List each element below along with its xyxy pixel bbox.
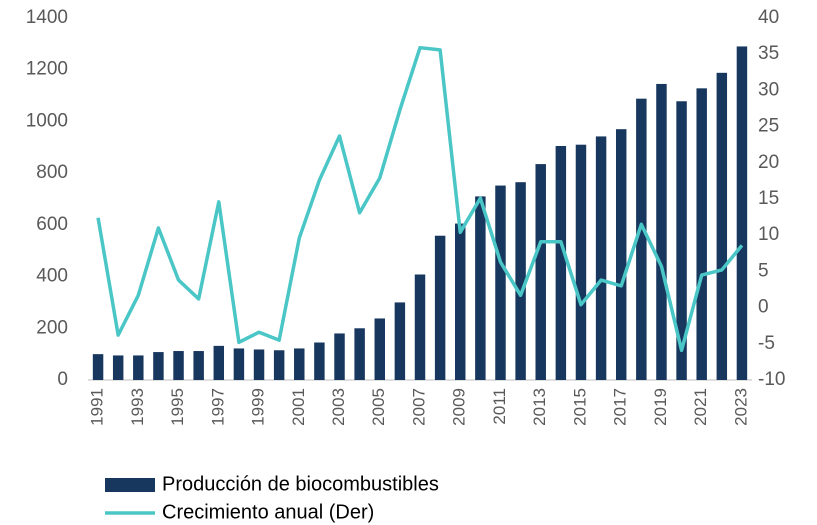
y2-tick-label: 15 — [758, 188, 779, 209]
legend-label: Producción de biocombustibles — [162, 473, 439, 495]
bar — [213, 345, 225, 380]
bar — [555, 145, 567, 380]
y2-tick-label: 0 — [758, 297, 769, 318]
x-tick-label: 2007 — [409, 388, 428, 426]
x-tick-label: 2011 — [490, 388, 509, 425]
legend-label: Crecimiento anual (Der) — [162, 501, 374, 523]
y-tick-label: 200 — [36, 317, 68, 338]
bar — [535, 164, 546, 380]
y2-tick-label: 30 — [758, 79, 779, 100]
x-tick-label: 2013 — [530, 388, 549, 426]
x-tick-label: 1997 — [208, 388, 227, 426]
y2-tick-label: 35 — [758, 43, 779, 64]
x-tick-label: 2015 — [570, 388, 589, 426]
y2-tick-label: 5 — [758, 260, 769, 281]
bar — [233, 348, 245, 380]
bar — [495, 185, 506, 380]
x-tick-label: 1991 — [88, 388, 107, 426]
bar — [273, 350, 285, 380]
bar — [414, 274, 426, 380]
x-tick-label: 2009 — [450, 388, 469, 426]
y-tick-label: 1000 — [26, 110, 68, 131]
bar — [475, 196, 486, 380]
bar — [294, 348, 305, 380]
bar — [736, 46, 748, 380]
bar — [575, 144, 587, 380]
bar — [153, 352, 164, 380]
y2-tick-label: 25 — [758, 116, 779, 137]
x-tick-label: 2021 — [691, 388, 710, 426]
y-tick-label: 0 — [57, 369, 68, 390]
bar — [676, 101, 687, 380]
bar — [173, 351, 184, 380]
bar — [354, 328, 365, 380]
y2-tick-label: -5 — [758, 333, 775, 354]
bar — [656, 83, 667, 380]
bar — [455, 223, 466, 380]
bar — [112, 355, 124, 380]
bar — [92, 354, 104, 380]
x-tick-label: 2017 — [611, 388, 630, 426]
bar — [334, 333, 345, 380]
x-tick-label: 2003 — [329, 388, 348, 426]
bar — [615, 129, 627, 380]
y2-tick-label: 40 — [758, 7, 779, 28]
bar — [636, 98, 647, 380]
y2-tick-label: -10 — [758, 369, 785, 390]
x-tick-label: 1993 — [128, 388, 147, 426]
y-tick-label: 800 — [36, 162, 68, 183]
x-tick-label: 2023 — [731, 388, 750, 426]
bar — [374, 318, 385, 380]
y-tick-label: 1200 — [26, 59, 68, 80]
bar — [394, 302, 406, 380]
legend-swatch — [105, 478, 155, 492]
y-tick-label: 1400 — [26, 7, 68, 28]
x-tick-label: 2001 — [289, 388, 308, 426]
bar — [314, 342, 325, 380]
bar — [253, 349, 265, 380]
x-tick-label: 1995 — [168, 388, 187, 426]
y2-tick-label: 20 — [758, 152, 779, 173]
y2-tick-label: 10 — [758, 224, 779, 245]
bar — [434, 235, 446, 380]
y-tick-label: 600 — [36, 214, 68, 235]
bar — [193, 351, 204, 380]
x-tick-label: 1999 — [249, 388, 268, 426]
bar — [595, 136, 607, 380]
bar — [716, 72, 728, 381]
x-tick-label: 2019 — [651, 388, 670, 426]
line — [96, 45, 744, 353]
bar — [515, 182, 526, 380]
y-tick-label: 400 — [36, 266, 68, 287]
x-tick-label: 2005 — [369, 388, 388, 426]
bar — [696, 88, 707, 381]
bar — [133, 355, 144, 380]
